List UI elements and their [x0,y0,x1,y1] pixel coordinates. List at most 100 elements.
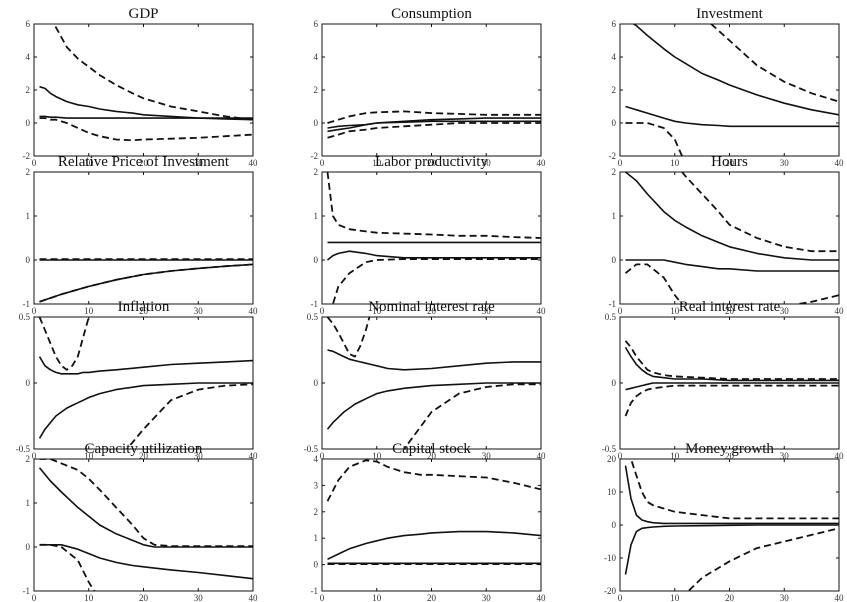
dashed-band-line-1 [680,172,839,253]
x-tick-label: 40 [249,593,259,602]
x-tick-label: 40 [537,451,547,461]
y-tick-label: 3 [314,480,319,490]
solid-response-line-3 [327,120,541,129]
y-tick-label: 0 [26,255,31,265]
x-tick-label: 10 [670,593,680,602]
y-tick-label: 1 [612,211,617,221]
y-tick-label: 0 [314,560,319,570]
panel-title: Consumption [391,6,472,22]
x-tick-label: 40 [537,593,547,602]
solid-response-line-2 [624,172,839,261]
y-tick-label: -1 [23,586,31,596]
panel-title: Money growth [685,441,774,457]
y-tick-label: 1 [26,498,31,508]
solid-response-line-2 [327,530,541,561]
solid-response-line-3 [39,115,253,119]
dashed-band-line-1 [624,340,839,380]
y-tick-label: -2 [609,151,617,161]
solid-response-line-3 [624,524,839,575]
x-tick-label: 0 [32,451,37,461]
solid-response-line-3 [38,382,253,439]
x-tick-label: 0 [32,158,37,168]
x-tick-label: 0 [618,593,623,602]
x-tick-label: 30 [194,158,204,168]
x-tick-label: 20 [139,593,149,602]
y-tick-label: -0.5 [602,444,617,454]
y-tick-label: -20 [604,586,616,596]
x-tick-label: 20 [725,158,735,168]
x-tick-label: 40 [835,451,845,461]
x-tick-label: 10 [670,306,680,316]
y-tick-label: -1 [311,586,319,596]
plot-frame [619,23,840,157]
plot-frame [321,23,542,157]
y-tick-label: 1 [314,211,319,221]
solid-response-line-3 [625,382,839,391]
panel-title: GDP [128,6,158,22]
y-tick-label: -0.5 [16,444,31,454]
y-tick-label: 4 [612,52,617,62]
panel-title: Investment [696,6,763,22]
y-tick-label: -2 [23,151,31,161]
y-tick-label: -10 [604,553,616,563]
x-tick-label: 0 [320,451,325,461]
panel-title: Inflation [118,299,170,315]
x-tick-label: 0 [618,451,623,461]
y-tick-label: 4 [314,454,319,464]
y-tick-label: 0 [612,118,617,128]
y-tick-label: 2 [26,454,31,464]
solid-response-line-3 [326,382,541,430]
y-tick-label: 0 [26,118,31,128]
solid-response-line-3 [39,263,253,303]
x-tick-label: 10 [372,593,382,602]
x-tick-label: 10 [84,593,94,602]
y-tick-label: 2 [314,507,319,517]
dashed-band-line-4 [39,117,253,142]
x-tick-label: 40 [835,306,845,316]
dashed-band-line-4 [687,527,839,591]
x-tick-label: 30 [194,451,204,461]
plot-frame [321,458,542,592]
dashed-band-line-1 [326,459,541,502]
y-tick-label: -2 [311,151,319,161]
x-tick-label: 10 [84,158,94,168]
solid-response-line-2 [38,356,253,375]
solid-response-line-3 [39,544,253,580]
plot-frame [33,171,254,305]
y-tick-label: -1 [23,299,31,309]
x-tick-label: 20 [139,451,149,461]
x-tick-label: 20 [139,158,149,168]
x-tick-label: 30 [780,158,790,168]
x-tick-label: 20 [427,451,437,461]
y-tick-label: 2 [314,85,319,95]
x-tick-label: 40 [835,158,845,168]
y-tick-label: 0 [612,520,617,530]
y-tick-label: 6 [314,19,319,29]
x-tick-label: 10 [84,451,94,461]
x-tick-label: 20 [725,451,735,461]
panel-title: Hours [711,154,748,170]
x-tick-label: 40 [249,451,259,461]
x-tick-label: 30 [482,451,492,461]
solid-response-line-3 [326,250,541,261]
plot-frame [33,458,254,592]
y-tick-label: 2 [612,167,617,177]
solid-response-line-2 [624,346,839,382]
panel-title: Capital stock [392,441,471,457]
x-tick-label: 20 [725,593,735,602]
dashed-band-line-4 [402,383,541,449]
plot-frame [619,171,840,305]
solid-response-line-2 [327,117,541,133]
dashed-band-line-4 [624,384,839,417]
x-tick-label: 10 [670,451,680,461]
x-tick-label: 20 [427,306,437,316]
y-tick-label: 0 [612,378,617,388]
x-tick-label: 40 [537,306,547,316]
solid-response-line-2 [632,24,839,116]
x-tick-label: 40 [835,593,845,602]
